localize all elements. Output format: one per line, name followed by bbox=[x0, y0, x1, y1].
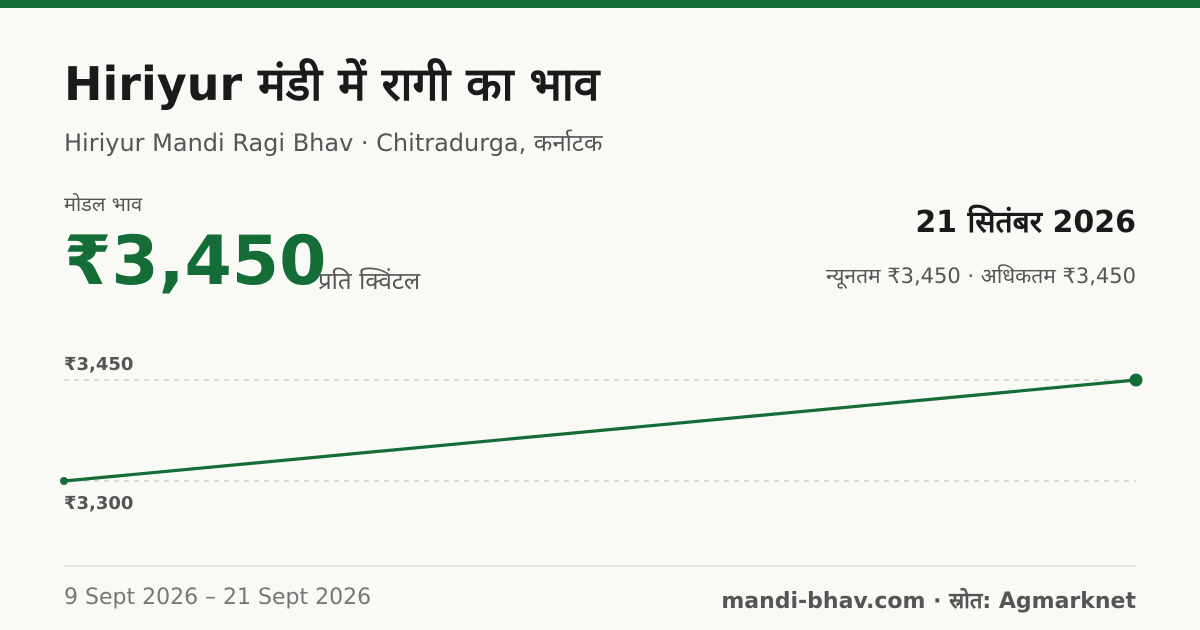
date: 21 सितंबर 2026 bbox=[915, 205, 1136, 240]
source: mandi-bhav.com · स्रोत: Agmarknet bbox=[721, 589, 1136, 614]
period: 9 Sept 2026 – 21 Sept 2026 bbox=[64, 585, 372, 610]
title: Hiriyur मंडी में रागी का भाव bbox=[64, 57, 600, 111]
price-unit: प्रति क्विंटल bbox=[318, 267, 421, 295]
price-value: ₹3,450 bbox=[64, 222, 327, 301]
price-range: न्यूनतम ₹3,450 · अधिकतम ₹3,450 bbox=[826, 264, 1136, 288]
y-tick-label: ₹3,450 bbox=[64, 354, 133, 375]
y-tick-label: ₹3,300 bbox=[64, 493, 133, 514]
top-bar bbox=[0, 0, 1200, 8]
price-line bbox=[62, 378, 1138, 483]
price-point bbox=[1129, 373, 1143, 387]
subtitle: Hiriyur Mandi Ragi Bhav · Chitradurga, क… bbox=[64, 129, 603, 157]
price-point bbox=[60, 477, 68, 485]
price-label: मोडल भाव bbox=[64, 192, 143, 216]
